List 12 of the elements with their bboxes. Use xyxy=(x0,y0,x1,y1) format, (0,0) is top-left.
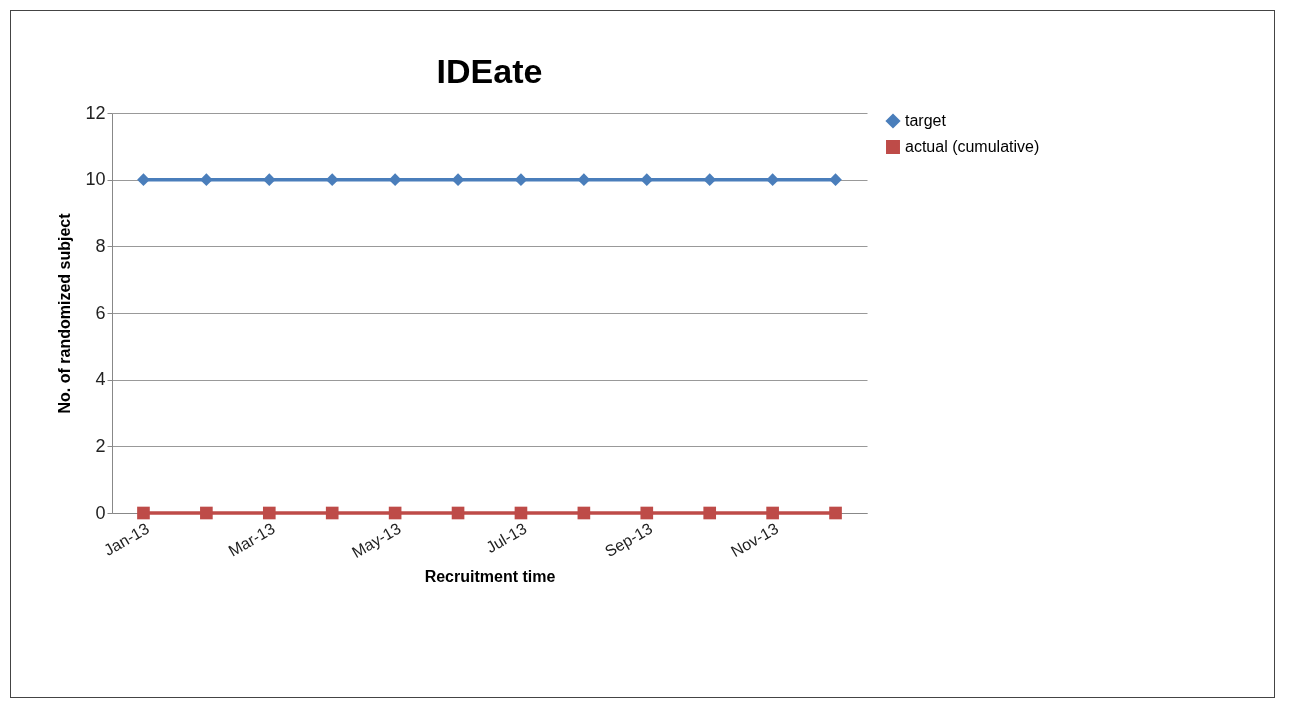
y-tick-label: 6 xyxy=(95,302,106,323)
y-tick-label: 10 xyxy=(85,169,106,190)
y-axis-title: No. of randomized subject xyxy=(56,212,74,414)
y-tick-label: 8 xyxy=(95,235,106,256)
legend-label: target xyxy=(905,112,947,129)
y-tick-label: 12 xyxy=(85,102,106,123)
y-tick-label: 2 xyxy=(95,435,106,456)
legend-label: actual (cumulative) xyxy=(905,138,1040,155)
y-tick-label: 0 xyxy=(95,502,106,523)
x-axis-title: Recruitment time xyxy=(424,568,556,586)
y-tick-label: 4 xyxy=(95,369,106,390)
chart-title: IDEate xyxy=(436,52,543,90)
